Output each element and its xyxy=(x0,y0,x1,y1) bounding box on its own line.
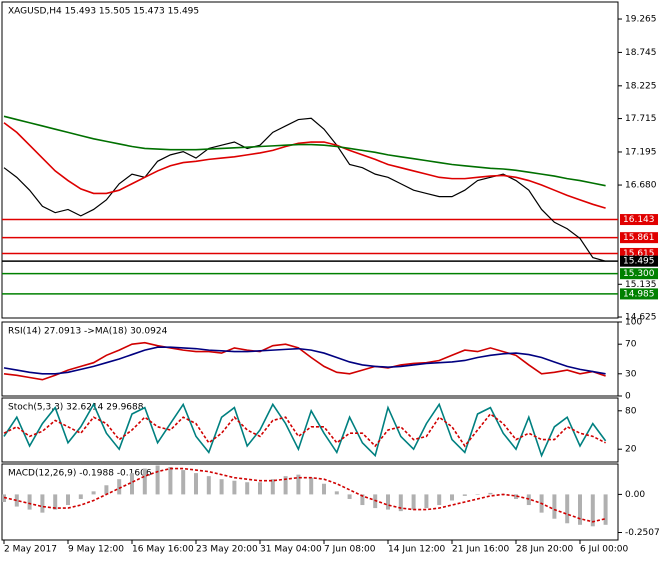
panel-title: Stoch(5,3,3) 32.6214 29.9688 xyxy=(8,403,144,413)
histogram-bar xyxy=(309,477,314,495)
histogram-bar xyxy=(258,482,262,495)
histogram-bar xyxy=(360,494,365,506)
histogram-bar xyxy=(475,494,480,495)
x-tick-label: 9 May 12:00 xyxy=(68,545,124,555)
histogram-bar xyxy=(462,494,467,496)
y-tick-label: 16.680 xyxy=(625,181,657,191)
x-tick-label: 7 Jun 08:00 xyxy=(324,545,376,555)
histogram-bar xyxy=(270,479,275,495)
y-tick-label: 0.00 xyxy=(625,490,645,500)
histogram-bar xyxy=(66,494,70,506)
histogram-bar xyxy=(590,494,595,527)
histogram-bar xyxy=(168,467,173,495)
level-label-bg xyxy=(620,247,658,259)
level-label: 15.300 xyxy=(623,269,655,279)
y-tick-label: 15.135 xyxy=(625,280,657,290)
y-tick-label: 14.625 xyxy=(625,313,657,323)
histogram-bar xyxy=(91,491,96,495)
histogram-bar xyxy=(347,494,352,499)
level-label: 15.861 xyxy=(623,233,655,243)
histogram-bar xyxy=(437,494,442,506)
panel-title: MACD(12,26,9) -0.1988 -0.1606 xyxy=(8,469,152,479)
histogram-bar xyxy=(334,491,339,495)
histogram-bar xyxy=(411,494,416,510)
histogram-bar xyxy=(386,494,390,510)
series-line xyxy=(3,341,606,381)
level-label-bg xyxy=(620,288,658,300)
y-tick-label: 18.225 xyxy=(625,81,657,91)
histogram-bar xyxy=(450,494,454,501)
x-tick-label: 6 Jul 00:00 xyxy=(580,545,629,555)
x-tick-label: 31 May 04:00 xyxy=(260,545,322,555)
panel-frame xyxy=(1,321,619,397)
level-label: 15.615 xyxy=(623,249,655,259)
histogram-bar xyxy=(104,485,109,495)
histogram-bar xyxy=(245,482,250,495)
histogram-bar xyxy=(142,468,147,495)
histogram-bar xyxy=(155,465,160,495)
x-tick-label: 2 May 2017 xyxy=(4,545,57,555)
series-line xyxy=(3,412,606,448)
histogram-bar xyxy=(130,473,134,495)
panel-title: RSI(14) 27.0913 ->MA(18) 30.0924 xyxy=(8,327,168,337)
histogram-bar xyxy=(219,479,224,495)
y-tick-label: 19.265 xyxy=(625,15,657,25)
panel-title: XAGUSD,H4 15.493 15.505 15.473 15.495 xyxy=(8,7,199,17)
x-tick-label: 14 Jun 12:00 xyxy=(388,545,445,555)
histogram-bar xyxy=(514,494,518,499)
y-tick-label: 17.715 xyxy=(625,114,657,124)
x-tick-label: 16 May 16:00 xyxy=(132,545,194,555)
y-tick-label: 30 xyxy=(625,369,637,379)
y-tick-label: 70 xyxy=(625,340,637,350)
series-line xyxy=(3,122,606,209)
histogram-bar xyxy=(117,479,122,495)
series-line xyxy=(3,115,606,187)
y-tick-label: 18.745 xyxy=(625,48,657,58)
histogram-bar xyxy=(578,494,582,525)
histogram-bar xyxy=(552,494,557,519)
histogram-bar xyxy=(296,474,301,495)
y-tick-label: -0.2507 xyxy=(625,528,660,538)
histogram-bar xyxy=(488,492,493,495)
histogram-bar xyxy=(53,494,58,510)
series-line xyxy=(3,467,606,523)
y-tick-label: 80 xyxy=(625,406,637,416)
histogram-bar xyxy=(398,494,403,512)
level-label: 15.495 xyxy=(623,257,655,267)
x-tick-label: 21 Jun 16:00 xyxy=(452,545,509,555)
histogram-bar xyxy=(232,480,237,495)
histogram-bar xyxy=(78,494,83,499)
level-label: 14.985 xyxy=(623,289,655,299)
histogram-bar xyxy=(565,494,570,524)
histogram-bar xyxy=(14,494,19,507)
x-tick-label: 28 Jun 20:00 xyxy=(516,545,573,555)
histogram-bar xyxy=(322,483,326,495)
y-tick-label: 20 xyxy=(625,445,637,455)
x-tick-label: 23 May 20:00 xyxy=(196,545,258,555)
panel-frame xyxy=(1,397,619,463)
histogram-bar xyxy=(194,473,198,495)
level-label-bg xyxy=(620,232,658,244)
histogram-bar xyxy=(283,476,288,495)
level-label-bg xyxy=(620,214,658,226)
y-tick-label: 17.195 xyxy=(625,147,657,157)
series-line xyxy=(3,346,606,375)
histogram-bar xyxy=(27,494,32,510)
histogram-bar xyxy=(424,494,429,509)
histogram-bar xyxy=(40,494,45,513)
level-label-bg xyxy=(620,255,658,267)
panel-frame xyxy=(1,1,619,319)
histogram-bar xyxy=(181,470,186,495)
level-label: 16.143 xyxy=(623,215,655,225)
series-line xyxy=(3,402,607,458)
y-tick-label: 0 xyxy=(625,392,631,402)
level-label-bg xyxy=(620,268,658,280)
histogram-bar xyxy=(603,494,608,525)
y-tick-label: 100 xyxy=(625,318,642,328)
histogram-bar xyxy=(206,476,211,495)
